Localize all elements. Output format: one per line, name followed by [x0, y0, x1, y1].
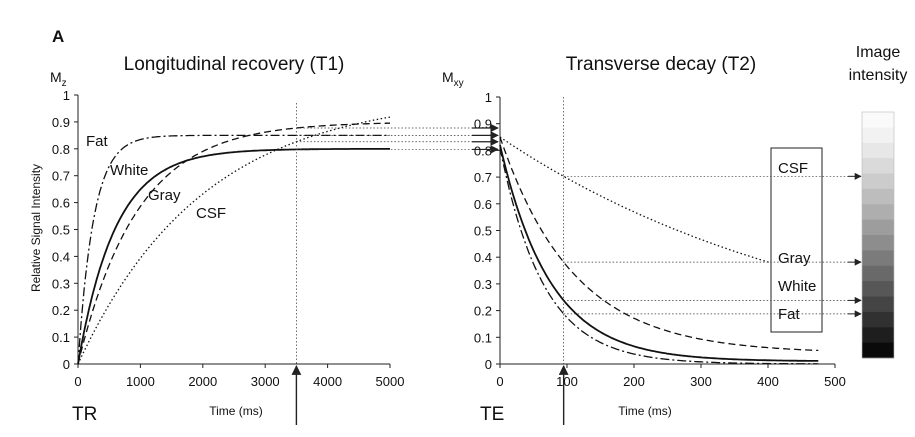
intensity-cell — [862, 327, 894, 343]
intensity-cell — [862, 342, 894, 359]
chart-marks: 00.10.20.30.40.50.60.70.80.910 1000 2000 30… — [52, 88, 895, 425]
t1-x-tick-label: 4000 — [313, 374, 342, 389]
t2-y-tick-label: 1 — [485, 90, 492, 105]
t1-y-tick-label: 0.5 — [52, 223, 70, 238]
intensity-cell — [862, 127, 894, 144]
t1-mz-label: Mz — [50, 69, 67, 89]
t1-mz-main: M — [50, 69, 62, 85]
t2-y-tick-label: 0.4 — [474, 250, 492, 265]
t1-y-tick-label: 0.6 — [52, 196, 70, 211]
intensity-cell — [862, 265, 894, 282]
t2-y-tick-label: 0.2 — [474, 304, 492, 319]
t2-mxy-main: M — [442, 69, 454, 85]
t1-x-tick-label: 0 — [74, 374, 81, 389]
intensity-frame — [861, 111, 895, 359]
t1-x-axis-label: Time (ms) — [209, 404, 263, 418]
t2-x-tick-label: 100 — [556, 374, 578, 389]
intensity-cell — [862, 281, 894, 297]
t1-y-tick-label: 0.2 — [52, 303, 70, 318]
intensity-cell — [862, 158, 894, 174]
intensity-title-line2: intensity — [849, 67, 908, 84]
t2-x-tick-label: 500 — [824, 374, 846, 389]
t1-y-axis-label: Relative Signal Intensity — [29, 164, 43, 292]
legend-label-gray: Gray — [778, 250, 811, 267]
t1-x-tick-label: 2000 — [188, 374, 217, 389]
t1-series-gray — [77, 122, 390, 365]
intensity-cell — [862, 296, 894, 313]
intensity-cell — [862, 173, 894, 190]
t1-chart-title: Longitudinal recovery (T1) — [124, 54, 345, 75]
t2-x-tick-label: 300 — [690, 374, 712, 389]
t1-y-tick-label: 1 — [63, 88, 70, 103]
t2-x-tick-label: 0 — [496, 374, 503, 389]
t2-y-tick-label: 0.1 — [474, 330, 492, 345]
t1-series-label-gray: Gray — [148, 187, 181, 204]
t2-mxy-label: Mxy — [442, 69, 464, 89]
t1-series-label-fat: Fat — [86, 133, 109, 150]
intensity-cell — [862, 112, 894, 128]
t2-y-tick-label: 0.9 — [474, 117, 492, 132]
legend-label-white: White — [778, 278, 816, 295]
intensity-cell — [862, 235, 894, 251]
t2-y-tick-label: 0.5 — [474, 224, 492, 239]
t1-series-csf — [77, 116, 391, 365]
t1-y-tick-label: 0 — [63, 357, 70, 372]
t2-y-tick-label: 0.7 — [474, 170, 492, 185]
intensity-cell — [862, 311, 894, 328]
t2-x-axis-label: Time (ms) — [618, 404, 672, 418]
t2-mxy-sub: xy — [454, 78, 464, 89]
t1-mz-sub: z — [62, 78, 67, 89]
t1-y-tick-label: 0.1 — [52, 330, 70, 345]
t2-series-fat — [499, 147, 819, 365]
t2-y-tick-label: 0.8 — [474, 143, 492, 158]
t1-y-tick-label: 0.4 — [52, 249, 70, 264]
t2-y-tick-label: 0.3 — [474, 277, 492, 292]
t2-y-tick-label: 0.6 — [474, 197, 492, 212]
t1-y-tick-label: 0.7 — [52, 169, 70, 184]
t2-corner-label: TE — [480, 404, 504, 425]
intensity-cell — [862, 188, 894, 205]
intensity-cell — [862, 142, 894, 159]
t1-series-label-white: White — [110, 162, 148, 179]
legend-label-fat: Fat — [778, 306, 801, 323]
t1-series-white — [77, 148, 390, 365]
t1-corner-label: TR — [72, 404, 97, 425]
t1-x-tick-label: 3000 — [251, 374, 280, 389]
t2-y-tick-label: 0 — [485, 357, 492, 372]
legend-label-csf: CSF — [778, 160, 808, 177]
t1-x-tick-label: 5000 — [376, 374, 405, 389]
panel-label: A — [52, 27, 64, 46]
t1-y-tick-label: 0.9 — [52, 115, 70, 130]
intensity-cell — [862, 250, 894, 267]
legend-box — [770, 147, 823, 333]
t1-y-tick-label: 0.3 — [52, 276, 70, 291]
t2-series-gray — [499, 136, 819, 352]
intensity-cell — [862, 204, 894, 220]
t2-series-white — [499, 144, 819, 362]
t2-x-tick-label: 400 — [757, 374, 779, 389]
t2-x-tick-label: 200 — [623, 374, 645, 389]
intensity-cell — [862, 219, 894, 236]
t1-x-tick-label: 1000 — [126, 374, 155, 389]
t1-y-tick-label: 0.8 — [52, 142, 70, 157]
t2-series-csf — [499, 136, 819, 277]
t1-series-label-csf: CSF — [196, 205, 226, 222]
t2-chart-title: Transverse decay (T2) — [566, 54, 756, 75]
intensity-title-line1: Image — [856, 44, 901, 61]
